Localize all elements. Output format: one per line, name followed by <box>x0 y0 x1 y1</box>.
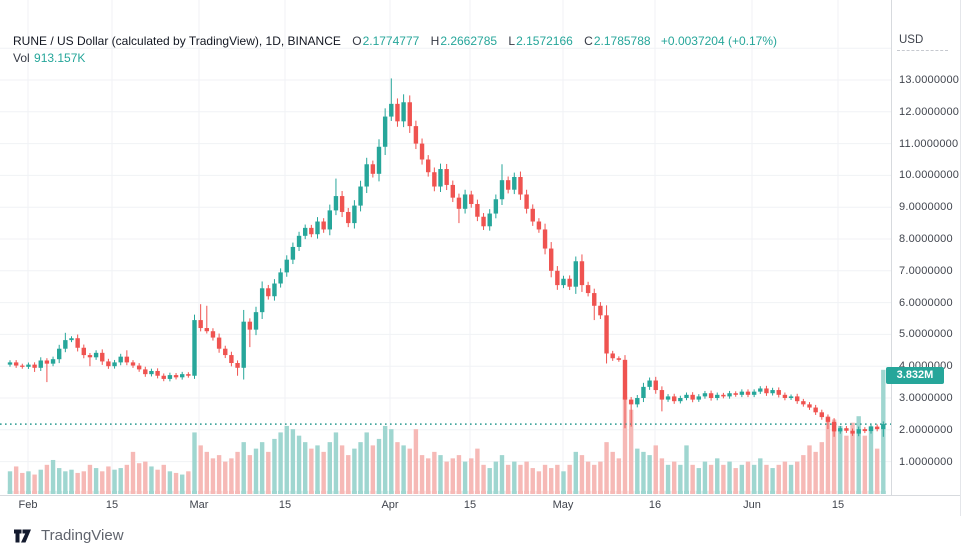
close-label: C <box>584 34 593 48</box>
chart-widget: RUNE / US Dollar (calculated by TradingV… <box>0 0 961 516</box>
attribution-text: TradingView <box>41 527 124 544</box>
time-axis[interactable]: Feb 15 Mar 15 Apr 15 May 16 Jun 15 <box>0 495 960 516</box>
open-label: O <box>352 34 362 48</box>
time-axis-label: Mar <box>189 499 209 511</box>
time-axis-label: Apr <box>381 499 399 511</box>
time-axis-label: 15 <box>278 499 292 511</box>
open-value: 2.1774777 <box>362 34 420 48</box>
volume-value: 913.157K <box>34 51 86 65</box>
low-label: L <box>508 34 516 48</box>
close-value: 2.1785788 <box>593 34 651 48</box>
price-axis-label: 1.0000000 <box>899 455 953 468</box>
price-axis-label: 8.0000000 <box>899 233 953 245</box>
symbol-title[interactable]: RUNE / US Dollar (calculated by TradingV… <box>13 34 341 48</box>
high-value: 2.2662785 <box>440 34 498 48</box>
tradingview-logo-icon <box>14 529 31 542</box>
price-axis-label: 3.0000000 <box>899 392 953 404</box>
currency-label: USD <box>899 34 924 46</box>
volume-badge: 3.832M <box>886 366 944 384</box>
price-axis-label: 6.0000000 <box>899 296 953 309</box>
price-axis-label: 9.0000000 <box>899 201 953 214</box>
time-axis-label: May <box>552 499 574 511</box>
chart-legend: RUNE / US Dollar (calculated by TradingV… <box>13 33 777 67</box>
legend-line-1: RUNE / US Dollar (calculated by TradingV… <box>13 33 777 50</box>
price-axis-label: 5.0000000 <box>899 328 953 341</box>
legend-line-2: Vol 913.157K <box>13 50 777 67</box>
tradingview-attribution-link[interactable]: TradingView <box>13 527 124 544</box>
price-axis-label: 10.0000000 <box>899 169 960 182</box>
time-axis-label: 16 <box>648 499 662 511</box>
price-axis-label: 7.0000000 <box>899 264 953 277</box>
currency-divider <box>897 50 948 51</box>
time-axis-label: Feb <box>18 499 38 511</box>
price-chart-canvas[interactable] <box>0 0 891 495</box>
low-value: 2.1572166 <box>516 34 573 48</box>
change-value: +0.0037204 (+0.17%) <box>660 34 778 48</box>
time-axis-label: 15 <box>831 499 845 511</box>
price-axis-label: 2.0000000 <box>899 423 953 436</box>
time-axis-label: Jun <box>743 499 761 511</box>
price-axis-label: 11.0000000 <box>899 137 959 150</box>
price-axis-label: 13.0000000 <box>899 74 960 86</box>
volume-label: Vol <box>13 51 30 65</box>
high-label: H <box>430 34 440 48</box>
time-axis-label: 15 <box>105 499 119 511</box>
time-axis-label: 15 <box>463 499 477 511</box>
price-axis-label: 12.0000000 <box>899 105 960 118</box>
price-axis[interactable]: USD 13.0000000 12.0000000 11.0000000 10.000… <box>886 0 961 495</box>
